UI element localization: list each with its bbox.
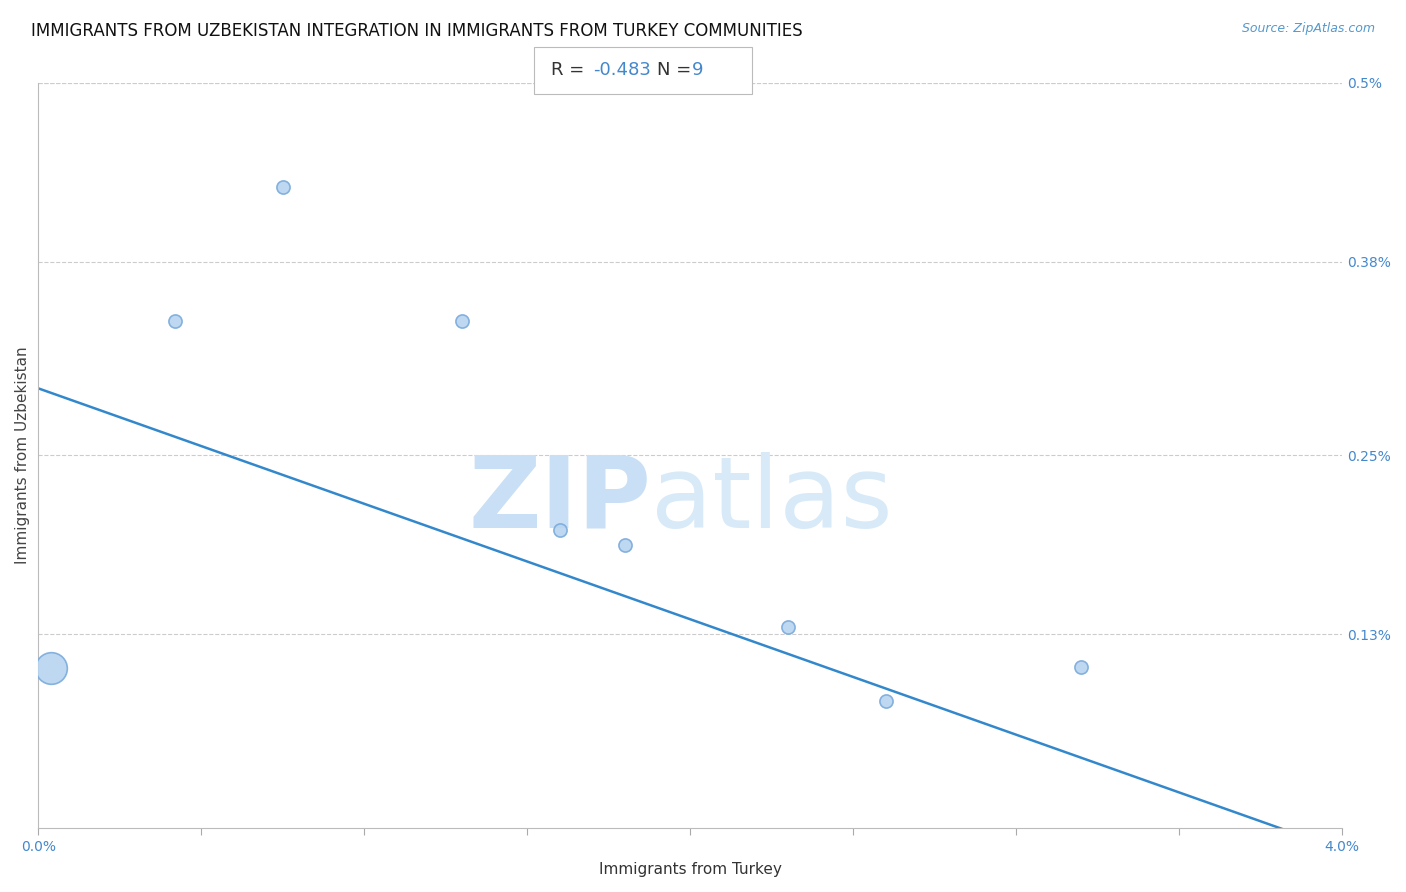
Text: N =: N = [657, 62, 696, 79]
Point [778, 620, 800, 634]
Text: 9: 9 [692, 62, 703, 79]
Text: R =: R = [551, 62, 591, 79]
Point [614, 538, 637, 552]
Point [548, 523, 571, 537]
Text: IMMIGRANTS FROM UZBEKISTAN INTEGRATION IN IMMIGRANTS FROM TURKEY COMMUNITIES: IMMIGRANTS FROM UZBEKISTAN INTEGRATION I… [31, 22, 803, 40]
Point [165, 314, 187, 328]
Y-axis label: Immigrants from Uzbekistan: Immigrants from Uzbekistan [15, 347, 30, 565]
Point [451, 314, 474, 328]
X-axis label: Immigrants from Turkey: Immigrants from Turkey [599, 862, 782, 877]
Point [875, 694, 897, 708]
Point [41, 661, 63, 675]
Point [1070, 660, 1092, 674]
Text: -0.483: -0.483 [593, 62, 651, 79]
Text: ZIP: ZIP [468, 451, 651, 549]
Text: atlas: atlas [651, 451, 893, 549]
Text: Source: ZipAtlas.com: Source: ZipAtlas.com [1241, 22, 1375, 36]
Point [271, 180, 294, 194]
